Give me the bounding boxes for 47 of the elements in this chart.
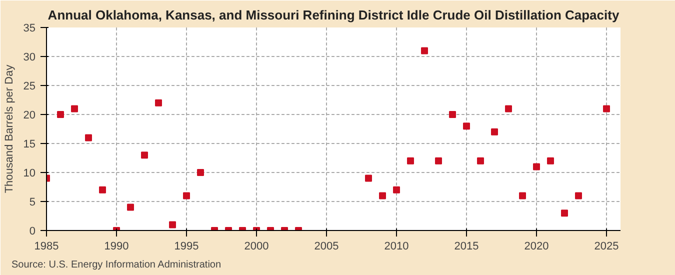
point [365, 174, 372, 182]
point [71, 105, 78, 112]
point [57, 111, 64, 118]
point [169, 221, 176, 228]
x-tick-label: 1985 [34, 240, 59, 252]
y-tick-label: 15 [23, 138, 36, 150]
x-tick-label: 1990 [104, 240, 129, 252]
point [463, 122, 470, 130]
x-tick-label: 2000 [244, 240, 269, 252]
y-tick-label: 30 [23, 52, 36, 64]
point [127, 204, 134, 211]
source-note: Source: U.S. Energy Information Administration [12, 260, 222, 270]
point [603, 105, 610, 112]
point [407, 157, 414, 164]
y-tick-label: 10 [23, 168, 36, 180]
x-tick-label: 2015 [454, 240, 479, 252]
point [435, 157, 442, 164]
y-axis-title: Thousand Barrels per Day [3, 64, 16, 194]
y-tick-label: 0 [29, 226, 36, 238]
x-tick-label: 2020 [524, 240, 549, 252]
point [183, 192, 190, 200]
point [477, 157, 484, 164]
point [449, 111, 456, 118]
point [547, 157, 554, 164]
point [155, 99, 162, 106]
point [379, 192, 386, 200]
point [197, 169, 204, 176]
point [99, 186, 106, 194]
point [533, 163, 540, 170]
point [561, 210, 568, 217]
y-tick-label: 20 [23, 110, 36, 122]
point [393, 186, 400, 194]
point [491, 128, 498, 136]
x-tick-label: 2025 [594, 240, 619, 252]
y-tick-label: 35 [23, 22, 36, 34]
x-tick-label: 1995 [174, 240, 199, 252]
y-tick-label: 5 [29, 196, 36, 208]
y-tick-label: 25 [23, 80, 36, 92]
point [85, 134, 92, 142]
chart-title: Annual Oklahoma, Kansas, and Missouri Refining District Idle Crude Oil Distillation Capacity [48, 8, 620, 22]
x-tick-label: 2010 [384, 240, 409, 252]
point [141, 152, 148, 159]
point [505, 105, 512, 112]
point [575, 192, 582, 200]
point [519, 192, 526, 200]
point [421, 47, 428, 54]
x-tick-label: 2005 [314, 240, 339, 252]
